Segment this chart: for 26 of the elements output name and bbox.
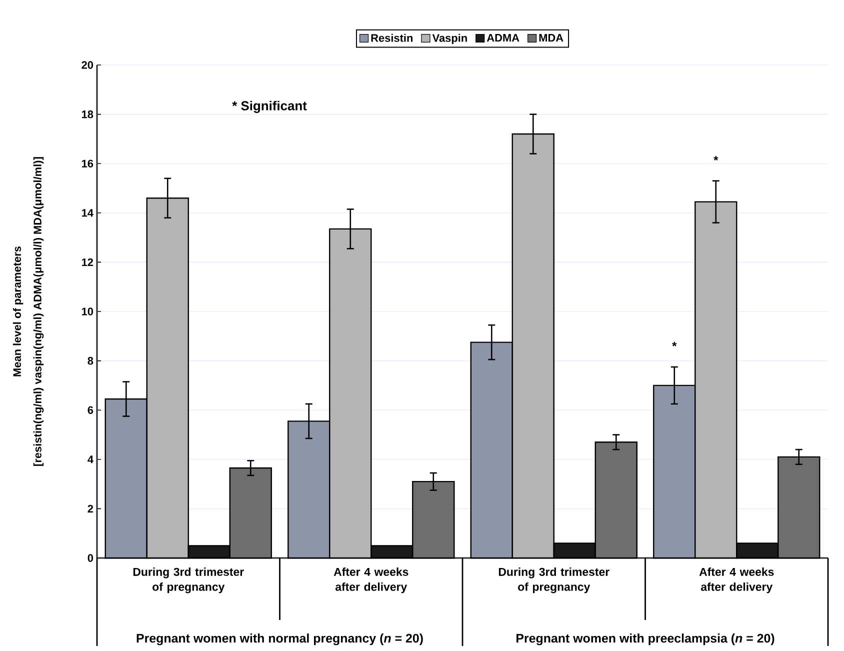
annotation: *: [672, 342, 677, 346]
y-tick-label: 16: [82, 160, 94, 168]
x-tick-label: After 4 weeks after delivery: [334, 568, 408, 594]
y-tick-label: 20: [82, 61, 94, 69]
y-tick-label: 14: [82, 209, 94, 217]
y-tick-label: 12: [82, 258, 94, 266]
text: Pregnant women with normal pregnancy (n = 20): [136, 634, 423, 646]
legend-label: Resistin: [371, 34, 413, 42]
y-tick-label: 0: [88, 554, 94, 562]
x-tick-label: After 4 weeks after delivery: [699, 568, 774, 594]
y-tick-label: 6: [88, 406, 94, 414]
legend-label: MDA: [539, 34, 564, 42]
y-tick-label: 4: [88, 456, 94, 464]
y-tick-label: 10: [82, 308, 94, 316]
legend-label: Vaspin: [432, 34, 467, 44]
x-tick-label: During 3rd trimester of pregnancy: [498, 568, 610, 594]
y-tick-label: 18: [82, 110, 94, 118]
text: Pregnant women with preeclampsia (n = 20): [516, 634, 774, 646]
annotation: *: [714, 156, 718, 160]
x-tick-label: During 3rd trimester of pregnancy: [133, 568, 244, 594]
y-tick-label: 8: [88, 356, 94, 365]
y-tick-label: 2: [88, 504, 94, 513]
legend-label: ADMA: [486, 34, 520, 42]
annotation: * Significant: [232, 100, 307, 113]
text: Mean level of parameters: [12, 246, 24, 376]
y-axis-title: [resistin(ng/ml) vaspin(ng/ml) ADMA(μmol/l) MDA(μmol/ml)]: [33, 157, 44, 466]
